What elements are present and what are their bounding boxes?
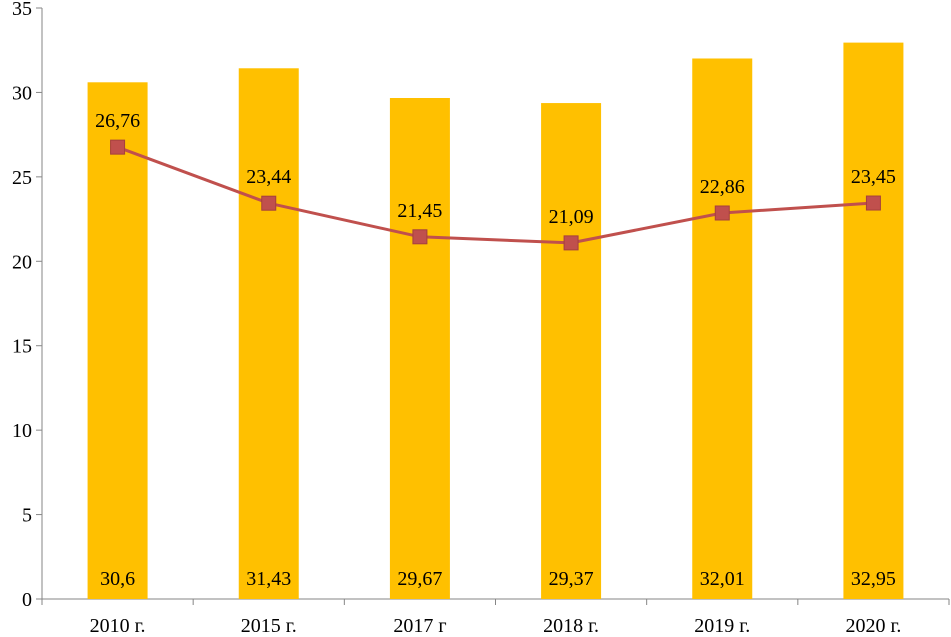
line-data-label: 21,09	[549, 206, 594, 228]
line-data-label: 23,45	[851, 166, 896, 188]
line-marker	[564, 236, 578, 250]
y-tick-label: 10	[12, 420, 32, 442]
x-axis: 2010 г. 2015 г. 2017 г 2018 г. 2019 г. 2020 г…	[42, 599, 949, 637]
bar	[541, 103, 601, 599]
y-tick-label: 0	[22, 589, 32, 611]
bar	[239, 68, 299, 599]
line-marker	[866, 196, 880, 210]
y-tick-label: 15	[12, 336, 32, 358]
bar	[390, 98, 450, 599]
x-tick-label: 2010 г.	[90, 615, 146, 637]
x-tick-label: 2020 г.	[845, 615, 901, 637]
line-path	[118, 147, 874, 243]
line-marker	[715, 206, 729, 220]
line-series	[111, 140, 881, 250]
bar-data-label: 32,01	[700, 568, 745, 590]
line-marker	[413, 230, 427, 244]
line-marker	[111, 140, 125, 154]
bar-data-label: 29,67	[397, 568, 442, 590]
y-axis: 0 5 10 15 20 25 30 35	[12, 0, 42, 611]
bar-data-label: 30,6	[100, 568, 135, 590]
line-data-label: 21,45	[397, 200, 442, 222]
y-tick-label: 5	[22, 505, 32, 527]
bar	[843, 43, 903, 599]
y-tick-label: 30	[12, 82, 32, 104]
bar-data-label: 29,37	[549, 568, 594, 590]
bar-data-label: 31,43	[246, 568, 291, 590]
bar	[88, 82, 148, 599]
line-data-label: 23,44	[246, 166, 291, 188]
y-tick-label: 35	[12, 0, 32, 20]
x-tick-label: 2019 г.	[694, 615, 750, 637]
bar-series	[88, 43, 904, 599]
x-tick-label: 2015 г.	[241, 615, 297, 637]
line-data-label: 26,76	[95, 110, 140, 132]
bar	[692, 58, 752, 599]
line-data-label: 22,86	[700, 176, 745, 198]
x-tick-label: 2018 г.	[543, 615, 599, 637]
y-tick-label: 20	[12, 251, 32, 273]
bar-data-label: 32,95	[851, 568, 896, 590]
y-tick-label: 25	[12, 167, 32, 189]
x-tick-label: 2017 г	[393, 615, 446, 637]
line-marker	[262, 196, 276, 210]
